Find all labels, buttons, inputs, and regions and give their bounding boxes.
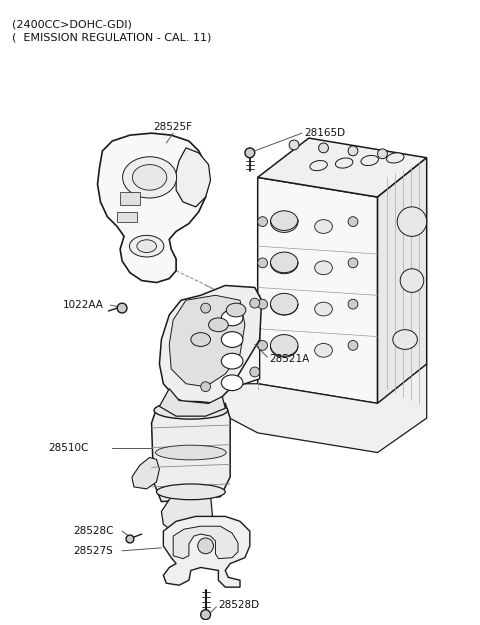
Ellipse shape — [270, 211, 298, 232]
Circle shape — [258, 258, 267, 268]
Text: 28528C: 28528C — [73, 526, 113, 536]
Ellipse shape — [221, 332, 243, 348]
Polygon shape — [220, 364, 427, 452]
Circle shape — [348, 258, 358, 268]
Circle shape — [245, 148, 255, 158]
Ellipse shape — [154, 401, 228, 419]
Polygon shape — [117, 212, 137, 222]
Polygon shape — [152, 403, 230, 502]
Ellipse shape — [226, 303, 246, 317]
Circle shape — [397, 207, 427, 236]
Text: 28527S: 28527S — [73, 546, 113, 556]
Circle shape — [378, 149, 387, 159]
Ellipse shape — [137, 240, 156, 252]
Ellipse shape — [315, 302, 332, 316]
Text: 1022AA: 1022AA — [63, 300, 104, 310]
Circle shape — [258, 341, 267, 351]
Polygon shape — [258, 138, 427, 197]
Ellipse shape — [393, 330, 418, 349]
Polygon shape — [120, 192, 140, 205]
Polygon shape — [163, 516, 250, 587]
Polygon shape — [132, 458, 159, 489]
Circle shape — [348, 299, 358, 309]
Ellipse shape — [336, 158, 353, 168]
Circle shape — [400, 269, 424, 292]
Circle shape — [348, 146, 358, 156]
Ellipse shape — [315, 219, 332, 233]
Ellipse shape — [122, 157, 177, 198]
Ellipse shape — [130, 236, 164, 257]
Polygon shape — [176, 148, 211, 207]
Ellipse shape — [386, 153, 404, 163]
Text: 28521A: 28521A — [269, 354, 310, 364]
Ellipse shape — [270, 252, 298, 274]
Circle shape — [201, 382, 211, 392]
Text: 28165D: 28165D — [304, 128, 345, 138]
Ellipse shape — [270, 293, 298, 315]
Polygon shape — [97, 133, 208, 282]
Ellipse shape — [315, 261, 332, 274]
Ellipse shape — [132, 164, 167, 190]
Circle shape — [258, 299, 267, 309]
Text: 28528D: 28528D — [218, 600, 260, 610]
Circle shape — [198, 538, 214, 554]
Polygon shape — [159, 389, 225, 416]
Circle shape — [348, 217, 358, 226]
Circle shape — [250, 367, 260, 377]
Ellipse shape — [270, 334, 298, 356]
Polygon shape — [378, 158, 427, 403]
Ellipse shape — [361, 156, 378, 166]
Ellipse shape — [315, 344, 332, 357]
Ellipse shape — [221, 375, 243, 391]
Polygon shape — [161, 495, 213, 534]
Ellipse shape — [310, 161, 327, 171]
Circle shape — [258, 217, 267, 226]
Polygon shape — [258, 177, 378, 403]
Ellipse shape — [208, 318, 228, 332]
Ellipse shape — [156, 445, 226, 460]
Polygon shape — [169, 295, 245, 387]
Circle shape — [117, 303, 127, 313]
Circle shape — [201, 610, 211, 619]
Text: (2400CC>DOHC-GDI): (2400CC>DOHC-GDI) — [12, 19, 132, 29]
Circle shape — [250, 298, 260, 308]
Circle shape — [201, 303, 211, 313]
Text: (  EMISSION REGULATION - CAL. 11): ( EMISSION REGULATION - CAL. 11) — [12, 33, 211, 43]
Circle shape — [319, 143, 328, 153]
Ellipse shape — [191, 332, 211, 346]
Circle shape — [348, 341, 358, 351]
Ellipse shape — [221, 353, 243, 369]
Polygon shape — [191, 295, 260, 394]
Text: 28525F: 28525F — [154, 122, 192, 132]
Text: 28510C: 28510C — [48, 442, 89, 452]
Ellipse shape — [221, 310, 243, 326]
Polygon shape — [159, 286, 262, 406]
Circle shape — [126, 535, 134, 543]
Polygon shape — [173, 526, 238, 559]
Ellipse shape — [156, 484, 225, 500]
Circle shape — [289, 140, 299, 150]
